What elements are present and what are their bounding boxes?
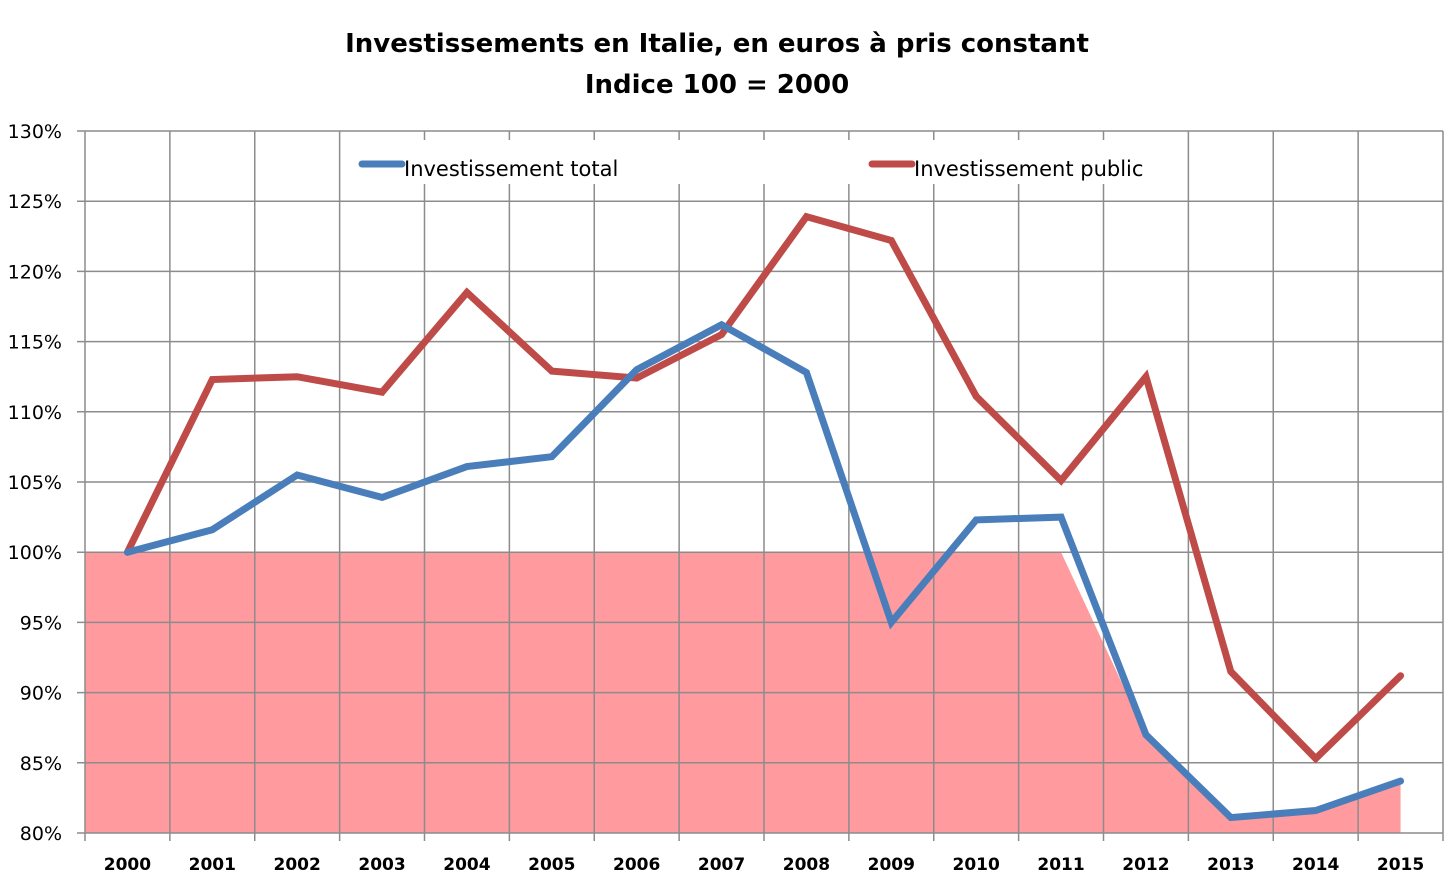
y-tick-label: 110% [8,402,62,424]
legend-label: Investissement total [404,157,618,181]
x-tick-label: 2004 [443,855,490,875]
series-line-investissement-public [123,212,1405,764]
x-axis: 2000 2001 2002 2003 2004 2005 2006 2007 2008 2009… [104,855,1424,875]
y-tick-label: 105% [8,472,62,494]
y-tick-label: 120% [8,261,62,283]
y-axis: 80% 85% 90% 95% 100% 105% 110% 115% 120% 125% 130% [8,121,62,845]
series-line-investissement-total [123,320,1405,822]
series-layer [123,212,1405,822]
y-tick-label: 95% [20,612,62,634]
y-tick-label: 115% [8,332,62,354]
x-tick-label: 2013 [1207,855,1254,875]
x-tick-label: 2001 [189,855,236,875]
x-tick-label: 2000 [104,855,151,875]
chart-subtitle: Indice 100 = 2000 [585,70,849,100]
x-tick-label: 2002 [274,855,321,875]
y-tick-label: 80% [20,823,62,845]
x-tick-label: 2009 [868,855,915,875]
legend: Investissement total Investissement publi… [358,157,1143,181]
x-tick-label: 2003 [358,855,405,875]
y-tick-label: 125% [8,191,62,213]
x-tick-label: 2008 [783,855,830,875]
y-tick-label: 85% [20,753,62,775]
x-tick-label: 2006 [613,855,660,875]
legend-background [350,140,1180,184]
y-tick-label: 90% [20,683,62,705]
legend-label: Investissement public [914,157,1143,181]
x-tick-label: 2005 [528,855,575,875]
grid-layer [77,130,1444,841]
x-tick-label: 2014 [1292,855,1339,875]
chart-title: Investissements en Italie, en euros à pr… [345,29,1089,59]
y-tick-label: 130% [8,121,62,143]
x-tick-label: 2012 [1122,855,1169,875]
x-tick-label: 2007 [698,855,745,875]
x-tick-label: 2015 [1377,855,1424,875]
x-tick-label: 2010 [953,855,1000,875]
x-tick-label: 2011 [1037,855,1084,875]
y-tick-label: 100% [8,542,62,564]
